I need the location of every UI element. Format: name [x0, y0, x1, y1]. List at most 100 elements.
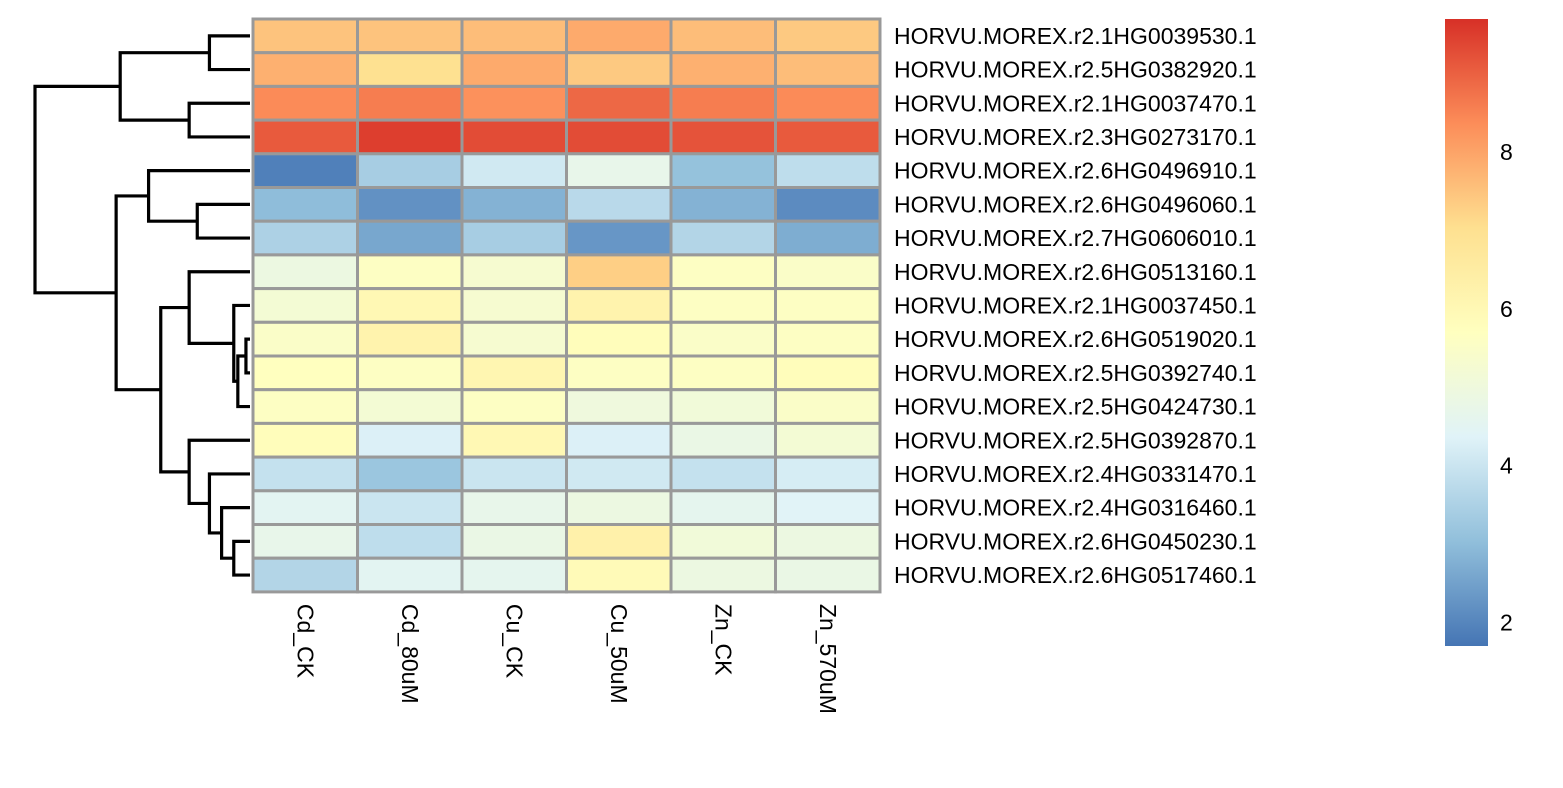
- heatmap-cell: [774, 455, 882, 493]
- colorbar-tick-label: 6: [1500, 296, 1513, 322]
- row-label: HORVU.MOREX.r2.4HG0331470.1: [894, 461, 1257, 487]
- heatmap-cell: [565, 489, 673, 526]
- heatmap-cell: [669, 118, 777, 156]
- colorbar-gradient: [1445, 19, 1488, 646]
- heatmap-cell: [565, 287, 673, 324]
- heatmap-cell: [251, 17, 359, 55]
- heatmap-cell: [669, 253, 777, 291]
- heatmap-cell: [356, 84, 464, 122]
- heatmap-cell: [774, 320, 882, 358]
- heatmap-cell: [251, 84, 359, 122]
- dendrogram-branch: [207, 472, 250, 535]
- heatmap-cell: [356, 388, 464, 425]
- colorbar-tick-label: 4: [1500, 453, 1513, 479]
- heatmap-cell: [251, 320, 359, 358]
- heatmap-cell: [460, 421, 568, 459]
- heatmap-cell: [774, 354, 882, 392]
- column-label: Zn_CK: [710, 604, 736, 676]
- heatmap-cell: [565, 17, 673, 55]
- heatmap-cell: [356, 523, 464, 560]
- heatmap-cell: [356, 556, 464, 594]
- heatmap-cell: [774, 523, 882, 560]
- dendrogram-branch: [244, 337, 250, 375]
- row-label: HORVU.MOREX.r2.5HG0382920.1: [894, 57, 1257, 83]
- heatmap-cell: [669, 320, 777, 358]
- dendrogram-branch: [232, 303, 250, 383]
- row-label: HORVU.MOREX.r2.1HG0037470.1: [894, 90, 1257, 116]
- heatmap-cell: [251, 152, 359, 190]
- heatmap-cell: [460, 118, 568, 156]
- heatmap-cell: [460, 253, 568, 291]
- heatmap-cell: [565, 152, 673, 190]
- dendrogram-branch: [195, 202, 250, 240]
- heatmap-cell: [565, 253, 673, 291]
- dendrogram-branch: [114, 194, 161, 392]
- heatmap-cell: [774, 219, 882, 257]
- column-label: Cd_80uM: [397, 604, 423, 704]
- heatmap-cell: [669, 84, 777, 122]
- heatmap-cell: [565, 354, 673, 392]
- dendrogram-branch: [236, 354, 250, 409]
- dendrogram-branch: [159, 305, 190, 474]
- heatmap-cell: [460, 489, 568, 526]
- dendrogram-branch: [207, 34, 250, 72]
- heatmap-cell: [669, 51, 777, 88]
- row-label: HORVU.MOREX.r2.5HG0424730.1: [894, 394, 1257, 420]
- heatmap-cell: [774, 17, 882, 55]
- heatmap-cell: [460, 17, 568, 55]
- row-label: HORVU.MOREX.r2.4HG0316460.1: [894, 495, 1257, 521]
- column-labels: Cd_CK Cd_80uM Cu_CK Cu_50uM Zn_CK Zn_570uM: [292, 604, 841, 714]
- row-label: HORVU.MOREX.r2.6HG0517460.1: [894, 562, 1257, 588]
- heatmap-cell: [669, 287, 777, 324]
- heatmap-cell: [356, 421, 464, 459]
- heatmap-cell: [460, 287, 568, 324]
- row-label: HORVU.MOREX.r2.1HG0039530.1: [894, 23, 1257, 49]
- row-label: HORVU.MOREX.r2.5HG0392870.1: [894, 427, 1257, 453]
- dendrogram-branch: [232, 539, 250, 577]
- heatmap-cell: [356, 152, 464, 190]
- column-label: Zn_570uM: [815, 604, 841, 714]
- heatmap-cell: [251, 556, 359, 594]
- heatmap-cell: [251, 523, 359, 560]
- heatmap-cell: [356, 118, 464, 156]
- row-label: HORVU.MOREX.r2.5HG0392740.1: [894, 360, 1257, 386]
- heatmap-cell: [565, 84, 673, 122]
- heatmap-cell: [356, 51, 464, 88]
- row-label: HORVU.MOREX.r2.6HG0519020.1: [894, 326, 1257, 352]
- heatmap-cell: [774, 152, 882, 190]
- color-legend: 2 4 6 8: [1445, 19, 1513, 646]
- heatmap-cell: [565, 388, 673, 425]
- dendrogram-branch: [220, 506, 250, 560]
- heatmap-cell: [565, 51, 673, 88]
- heatmap-cell: [565, 556, 673, 594]
- dendrogram-branch: [187, 101, 250, 139]
- heatmap-cell: [774, 421, 882, 459]
- row-labels: HORVU.MOREX.r2.1HG0039530.1 HORVU.MOREX.r…: [894, 23, 1257, 588]
- heatmap-cell: [251, 354, 359, 392]
- heatmap-cell: [460, 219, 568, 257]
- heatmap-cell: [251, 388, 359, 425]
- column-label: Cu_CK: [501, 604, 527, 679]
- heatmap-cell: [356, 186, 464, 223]
- heatmap-cell: [669, 523, 777, 560]
- row-label: HORVU.MOREX.r2.6HG0496910.1: [894, 158, 1257, 184]
- heatmap-cell: [251, 421, 359, 459]
- heatmap-cell: [669, 489, 777, 526]
- colorbar-tick-label: 8: [1500, 139, 1513, 165]
- heatmap-cell: [460, 152, 568, 190]
- heatmap-cell: [669, 219, 777, 257]
- heatmap-cell: [669, 421, 777, 459]
- heatmap-cell: [251, 219, 359, 257]
- heatmap-cell: [669, 455, 777, 493]
- column-label: Cd_CK: [292, 604, 318, 679]
- heatmap-cell: [774, 388, 882, 425]
- heatmap-cell: [251, 51, 359, 88]
- heatmap-cell: [356, 489, 464, 526]
- heatmap-cell: [565, 219, 673, 257]
- heatmap-cell: [460, 186, 568, 223]
- heatmap-cell: [251, 287, 359, 324]
- dendrogram-branch: [33, 84, 121, 295]
- heatmap-cell: [565, 118, 673, 156]
- heatmap-cell: [356, 455, 464, 493]
- row-label: HORVU.MOREX.r2.6HG0496060.1: [894, 191, 1257, 217]
